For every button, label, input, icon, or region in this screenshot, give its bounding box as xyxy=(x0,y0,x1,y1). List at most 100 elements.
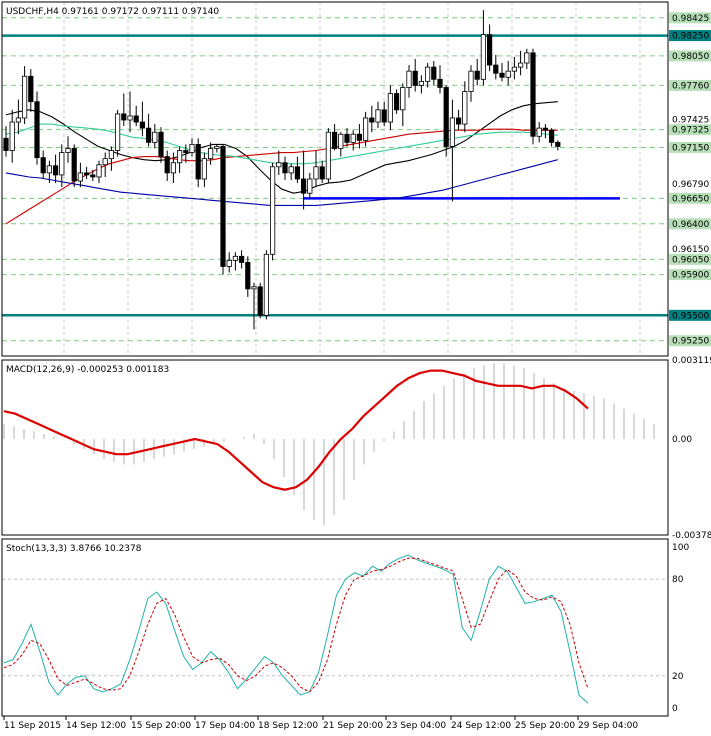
candle-body xyxy=(381,109,387,123)
candle-body xyxy=(214,146,220,149)
candle-body xyxy=(362,117,369,141)
candle-body xyxy=(443,87,449,147)
macd-tick-label: 0.003119 xyxy=(672,356,711,366)
candle-body xyxy=(319,166,325,180)
moving-average-line xyxy=(5,101,558,194)
candle-body xyxy=(505,70,511,78)
candle-body xyxy=(59,152,65,176)
x-axis-label: 23 Sep 04:00 xyxy=(386,721,446,731)
candle-body xyxy=(493,64,499,74)
candle-body xyxy=(263,253,270,316)
candle-body xyxy=(455,117,462,125)
candle-body xyxy=(15,117,22,123)
candle-body xyxy=(524,52,530,64)
price-tick-label: 0.95500 xyxy=(672,311,709,321)
candle-body xyxy=(201,158,207,180)
candle-body xyxy=(486,34,493,66)
candle-body xyxy=(462,91,468,125)
candle-body xyxy=(28,75,34,103)
candle-body xyxy=(400,87,406,111)
x-axis-label: 14 Sep 12:00 xyxy=(66,721,126,731)
candle-body xyxy=(555,141,561,147)
candle-body xyxy=(21,75,28,119)
candle-body xyxy=(288,166,294,174)
candle-body xyxy=(207,148,214,160)
candle-body xyxy=(257,286,263,316)
candle-body xyxy=(449,117,456,147)
price-tick-highlight xyxy=(669,141,711,153)
candle-body xyxy=(46,165,53,174)
candle-body xyxy=(375,109,381,123)
moving-average-line xyxy=(5,159,558,206)
macd-header: MACD(12,26,9) -0.000253 0.001183 xyxy=(6,365,169,375)
candle-body xyxy=(251,286,257,290)
stoch-pane-border xyxy=(1,538,669,717)
candle-body xyxy=(164,156,170,174)
candle-body xyxy=(158,131,164,158)
moving-average-line xyxy=(5,128,558,225)
candle-body xyxy=(369,117,375,123)
candle-body xyxy=(313,166,319,180)
candle-body xyxy=(294,166,301,180)
candle-body xyxy=(530,52,536,137)
price-tick-highlight xyxy=(669,192,711,204)
macd-pane: 0.003119 0.00 -0.003787 xyxy=(3,356,711,541)
candle-body xyxy=(325,131,332,180)
candle-body xyxy=(170,162,176,174)
stoch-tick-label: 100 xyxy=(672,543,689,553)
stoch-signal-line xyxy=(3,557,589,693)
candle-body xyxy=(71,148,77,182)
candle-body xyxy=(269,166,276,255)
candle-body xyxy=(40,157,46,174)
candle-body xyxy=(499,72,505,78)
price-tick-label: 0.96050 xyxy=(672,255,709,265)
price-tick-highlight xyxy=(669,30,711,42)
candle-body xyxy=(195,144,201,180)
candle-body xyxy=(84,172,90,176)
candle-body xyxy=(96,164,102,178)
candle-body xyxy=(226,259,232,267)
candle-body xyxy=(331,131,338,149)
candle-body xyxy=(77,172,83,182)
candle-body xyxy=(127,115,133,121)
x-axis: 11 Sep 2015 14 Sep 12:00 15 Sep 20:00 17 Se… xyxy=(3,716,638,731)
candle-body xyxy=(9,121,15,151)
candle-body xyxy=(282,162,288,174)
stoch-tick-label: 80 xyxy=(672,575,684,585)
price-tick-label: 0.98250 xyxy=(672,32,709,42)
price-tick-highlight xyxy=(669,253,711,265)
stoch-tick-label: 0 xyxy=(672,704,678,714)
candle-body xyxy=(145,127,152,143)
x-axis-label: 21 Sep 20:00 xyxy=(323,721,383,731)
stoch-header: Stoch(13,3,3) 3.8766 10.2378 xyxy=(6,544,142,554)
candle-body xyxy=(518,62,524,68)
candle-body xyxy=(176,150,183,164)
price-tick-highlight xyxy=(669,218,711,230)
price-tick-label: 0.97150 xyxy=(672,143,709,153)
candle-body xyxy=(437,78,443,88)
price-tick-label: 0.97425 xyxy=(672,115,709,125)
price-header: USDCHF,H4 0.97161 0.97172 0.97111 0.9714… xyxy=(6,7,219,17)
candle-body xyxy=(431,66,437,80)
candle-body xyxy=(474,70,480,80)
candle-body xyxy=(511,66,518,72)
candle-body xyxy=(406,70,412,88)
x-axis-label: 29 Sep 04:00 xyxy=(578,721,638,731)
price-pane-border xyxy=(1,1,669,357)
x-axis-label: 11 Sep 2015 xyxy=(4,721,61,731)
candle-body xyxy=(356,133,363,141)
candle-body xyxy=(238,255,245,263)
candle-body xyxy=(536,127,542,137)
candle-body xyxy=(3,137,9,151)
x-axis-label: 24 Sep 12:00 xyxy=(451,721,511,731)
stoch-main-line xyxy=(3,554,589,704)
price-tick-highlight xyxy=(669,309,711,321)
macd-signal-line xyxy=(3,369,589,491)
price-tick-label: 0.95900 xyxy=(672,271,709,281)
candle-body xyxy=(108,150,114,160)
price-tick-highlight xyxy=(669,335,711,347)
price-tick-label: 0.98050 xyxy=(672,52,709,62)
candle-body xyxy=(139,121,145,129)
